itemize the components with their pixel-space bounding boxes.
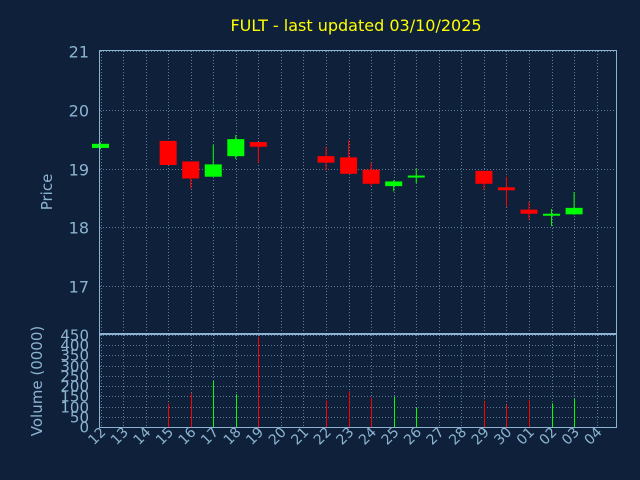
candle-body — [362, 169, 380, 184]
price-tick-label: 17 — [69, 278, 89, 297]
volume-axis-label: Volume (0000) — [28, 326, 46, 436]
price-plot-frame — [99, 50, 617, 334]
price-tick-label: 21 — [69, 43, 89, 62]
chart-title: FULT - last updated 03/10/2025 — [230, 16, 481, 35]
volume-bars — [168, 337, 575, 427]
candle-body — [407, 175, 425, 178]
volume-grid — [100, 335, 616, 428]
price-tick-label: 18 — [69, 219, 89, 238]
price-tick-label: 19 — [69, 161, 89, 180]
volume-tick-label: 150 — [60, 388, 89, 406]
volume-plot-frame — [99, 334, 617, 428]
volume-tick-label: 300 — [60, 358, 89, 376]
candle-body — [92, 143, 109, 148]
price-grid — [100, 51, 616, 333]
candle-body — [182, 161, 200, 179]
volume-tick-label: 50 — [70, 409, 89, 427]
candle-body — [340, 157, 358, 174]
candle-body — [159, 140, 177, 165]
volume-tick-label: 250 — [60, 368, 89, 386]
candle-body — [497, 187, 515, 191]
price-tick-label: 20 — [69, 102, 89, 121]
volume-tick-label: 200 — [60, 378, 89, 396]
candle-body — [249, 142, 267, 147]
candle-body — [385, 181, 403, 187]
x-axis-label: Day — [332, 458, 362, 476]
volume-tick-label: 100 — [60, 399, 89, 417]
candle-body — [317, 156, 335, 163]
candle-body — [204, 164, 222, 177]
price-tick-labels: 17 18 19 20 21 — [69, 43, 89, 297]
candle-body — [543, 213, 561, 216]
volume-tick-label: 0 — [79, 419, 89, 437]
candle-body — [565, 207, 583, 215]
day-tick-labels: 1213141516171819202122232425262728293001… — [85, 424, 605, 448]
candle-body — [520, 209, 538, 214]
volume-tick-label: 450 — [60, 327, 89, 345]
volume-tick-label: 400 — [60, 337, 89, 355]
price-candles — [92, 135, 583, 227]
volume-tick-label: 350 — [60, 347, 89, 365]
candle-body — [475, 170, 493, 184]
candle-body — [227, 139, 245, 157]
price-axis-label: Price — [38, 174, 56, 211]
